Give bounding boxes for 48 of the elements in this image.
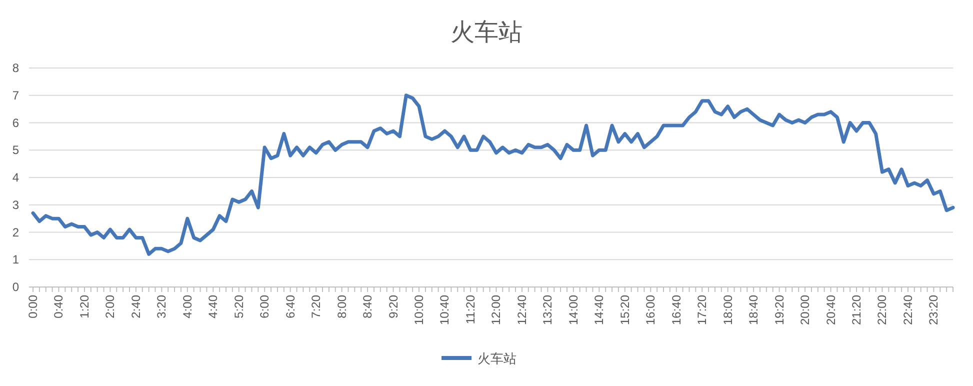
x-tick-label: 2:00: [103, 294, 118, 318]
x-tick-label: 11:20: [463, 294, 478, 324]
line-series: [31, 94, 955, 256]
y-tick-label: 1: [12, 252, 20, 267]
x-tick-label: 6:00: [258, 294, 272, 318]
x-tick-label: 20:00: [798, 294, 812, 326]
y-tick-label: 4: [12, 170, 20, 184]
x-tick-label: 6:40: [283, 294, 298, 318]
x-tick-label: 12:40: [514, 294, 529, 326]
x-tick-label: 14:00: [566, 294, 580, 326]
x-tick-label: 0:40: [52, 294, 66, 318]
x-tick-label: 10:40: [438, 294, 452, 326]
x-tick-label: 22:40: [900, 294, 915, 326]
x-tick-label: 7:20: [309, 294, 324, 318]
x-tick-label: 0:00: [26, 294, 40, 318]
x-tick-label: 9:20: [386, 294, 400, 318]
x-tick-label: 13:20: [540, 294, 555, 326]
x-tick-label: 4:00: [180, 294, 194, 318]
y-tick-label: 6: [12, 116, 20, 130]
x-tick-label: 3:20: [154, 294, 169, 318]
legend-label: 火车站: [478, 351, 516, 366]
x-tick-label: 23:20: [926, 294, 941, 326]
x-tick-label: 16:00: [644, 294, 658, 326]
x-tick-label: 21:20: [849, 294, 864, 326]
y-tick-label: 7: [12, 88, 20, 102]
x-tick-label: 1:20: [77, 294, 92, 318]
x-tick-label: 5:20: [232, 294, 246, 318]
x-tick-label: 12:00: [489, 294, 504, 326]
x-tick-label: 16:40: [669, 294, 684, 326]
x-tick-label: 15:20: [618, 294, 632, 326]
x-tick-label: 22:00: [875, 294, 890, 326]
y-tick-label: 5: [12, 143, 20, 158]
x-tick-label: 10:00: [412, 294, 426, 326]
x-tick-label: 20:40: [824, 294, 838, 326]
x-tick-label: 18:00: [720, 294, 735, 326]
x-tick-label: 4:40: [206, 294, 220, 318]
y-tick-label: 3: [12, 198, 20, 212]
chart-title: 火车站: [450, 19, 522, 46]
x-tick-label: 19:20: [772, 294, 786, 326]
x-tick-label: 8:00: [334, 294, 349, 318]
x-tick-label: 17:20: [695, 294, 710, 326]
y-tick-label: 8: [12, 61, 20, 75]
x-tick-label: 18:40: [746, 294, 761, 326]
x-tick-label: 8:40: [360, 294, 375, 318]
x-tick-label: 14:40: [592, 294, 606, 326]
y-tick-label: 0: [12, 280, 20, 294]
x-tick-label: 2:40: [128, 294, 143, 318]
y-tick-label: 2: [12, 225, 20, 240]
